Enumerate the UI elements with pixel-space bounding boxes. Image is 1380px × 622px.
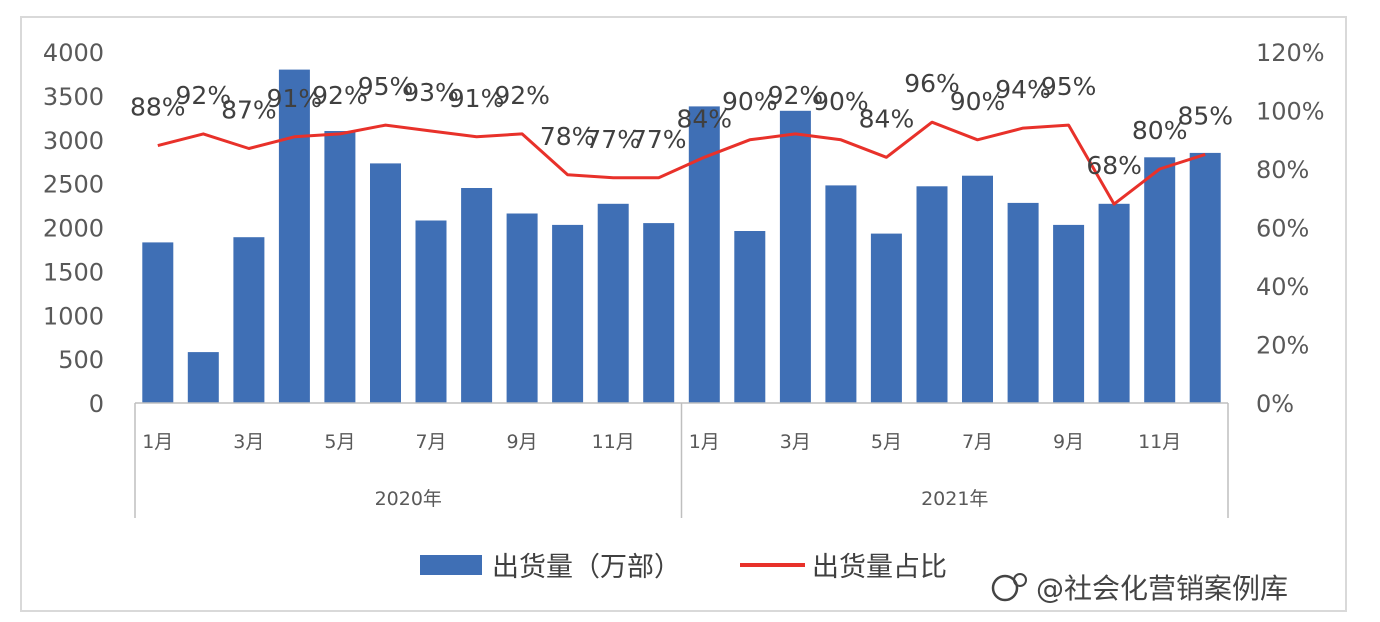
line-data-label: 92% [312,81,368,110]
y-axis-right: 0% 20% 40% 60% 80% 100% 120% [1256,39,1325,418]
y-left-tick-label: 2000 [43,215,104,243]
bar [142,242,174,403]
x-category-label: 1月 [142,431,173,453]
x-category-label: 1月 [689,431,720,453]
x-category-label: 9月 [507,431,538,453]
y-left-tick-label: 3500 [43,83,104,111]
y-right-tick-label: 40% [1256,273,1309,301]
line-data-label: 78% [540,122,596,151]
y-axis-left: 0 500 1000 1500 2000 2500 3000 3500 4000 [43,39,104,418]
x-axis [134,402,1229,518]
bar [870,233,902,403]
x-category-label: 9月 [1053,431,1084,453]
bar [506,213,538,403]
x-category-label: 3月 [233,431,264,453]
line-data-label: 85% [1177,101,1233,130]
bar [597,203,629,403]
bar [1189,152,1221,403]
line-data-label: 87% [221,96,277,125]
y-right-tick-label: 20% [1256,332,1309,360]
line-series [157,120,1206,206]
line-data-label: 95% [1041,72,1097,101]
watermark-text: @社会化营销案例库 [1036,572,1288,605]
legend: 出货量（万部） 出货量占比 [420,552,947,583]
line-data-label: 91% [267,84,323,113]
y-left-tick-label: 3000 [43,127,104,155]
line-data-label: 95% [358,72,414,101]
y-left-tick-label: 500 [58,346,104,374]
line-data-label: 84% [859,104,915,133]
line-path [157,120,1206,206]
line-data-label: 88% [130,93,186,122]
x-group-label: 2021年 [921,488,988,510]
line-data-label: 80% [1132,116,1188,145]
line-data-label: 90% [950,87,1006,116]
y-left-tick-label: 1000 [43,302,104,330]
line-data-label: 91% [449,84,505,113]
y-right-tick-label: 120% [1256,39,1325,67]
x-category-label: 11月 [1138,431,1181,453]
line-data-labels: 88%92%87%91%92%95%93%91%92%78%77%77%84%9… [130,69,1233,180]
line-data-label: 77% [585,125,641,154]
y-left-tick-label: 1500 [43,258,104,286]
y-left-tick-label: 2500 [43,171,104,199]
line-data-label: 84% [676,104,732,133]
bar [825,185,857,403]
y-right-tick-label: 60% [1256,215,1309,243]
bar [461,188,493,403]
bar [1007,202,1039,403]
x-group-labels: 2020年 2021年 [375,488,989,510]
line-data-label: 90% [813,87,869,116]
bar [962,175,993,403]
x-category-label: 11月 [592,431,635,453]
line-data-label: 68% [1086,151,1142,180]
bar [643,223,675,403]
line-data-label: 96% [904,69,960,98]
bar [370,163,401,403]
y-right-tick-label: 80% [1256,156,1309,184]
x-category-label: 3月 [780,431,811,453]
line-data-label: 92% [176,81,232,110]
x-category-labels: 1月 3月 5月 7月 9月 11月 1月 3月 5月 7月 9月 11月 [142,431,1181,453]
legend-bar-swatch [420,555,482,575]
y-left-tick-label: 4000 [43,39,104,67]
line-data-label: 92% [494,81,550,110]
bar [779,110,811,404]
line-data-label: 92% [768,81,824,110]
bar [688,106,720,404]
x-category-label: 5月 [871,431,902,453]
bar [415,220,447,403]
weibo-logo-eye-icon [1013,573,1027,587]
bar [278,69,310,403]
x-category-label: 7月 [962,431,993,453]
y-left-tick-label: 0 [89,390,104,418]
bar [734,231,766,403]
weibo-logo-icon [991,574,1019,602]
bar [187,352,219,403]
bar [1098,203,1130,403]
line-data-label: 90% [722,87,778,116]
bar [1144,157,1176,403]
line-data-label: 77% [631,125,687,154]
legend-line-label: 出货量占比 [812,552,947,583]
bar-series [142,69,1221,404]
bar [1053,224,1085,403]
bar [916,186,948,403]
x-category-label: 5月 [324,431,355,453]
watermark: @社会化营销案例库 [991,572,1288,605]
line-data-label: 93% [403,78,459,107]
y-right-tick-label: 100% [1256,98,1325,126]
bar [233,237,265,403]
line-data-label: 94% [995,75,1051,104]
legend-bar-label: 出货量（万部） [492,552,681,583]
bar [324,131,356,403]
bar [552,224,584,403]
x-category-label: 7月 [415,431,446,453]
x-group-label: 2020年 [375,488,442,510]
y-right-tick-label: 0% [1256,390,1294,418]
